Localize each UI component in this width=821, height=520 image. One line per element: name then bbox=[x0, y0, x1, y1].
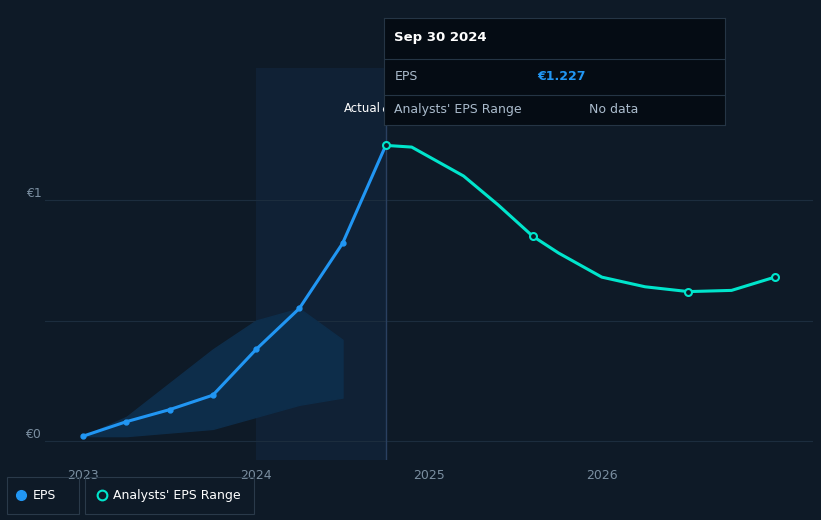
Text: Sep 30 2024: Sep 30 2024 bbox=[394, 31, 487, 44]
Text: EPS: EPS bbox=[394, 70, 418, 83]
Text: Analysts' EPS Range: Analysts' EPS Range bbox=[113, 489, 241, 502]
Text: €0: €0 bbox=[25, 428, 41, 441]
Bar bbox=[256, 68, 386, 460]
Text: EPS: EPS bbox=[33, 489, 56, 502]
Text: €1.227: €1.227 bbox=[538, 70, 586, 83]
Text: Analysts' EPS Range: Analysts' EPS Range bbox=[394, 103, 522, 116]
Text: Actual: Actual bbox=[343, 102, 381, 115]
Text: No data: No data bbox=[589, 103, 638, 116]
Text: €1: €1 bbox=[25, 187, 41, 200]
Text: Analysts Forecasts: Analysts Forecasts bbox=[391, 102, 501, 115]
